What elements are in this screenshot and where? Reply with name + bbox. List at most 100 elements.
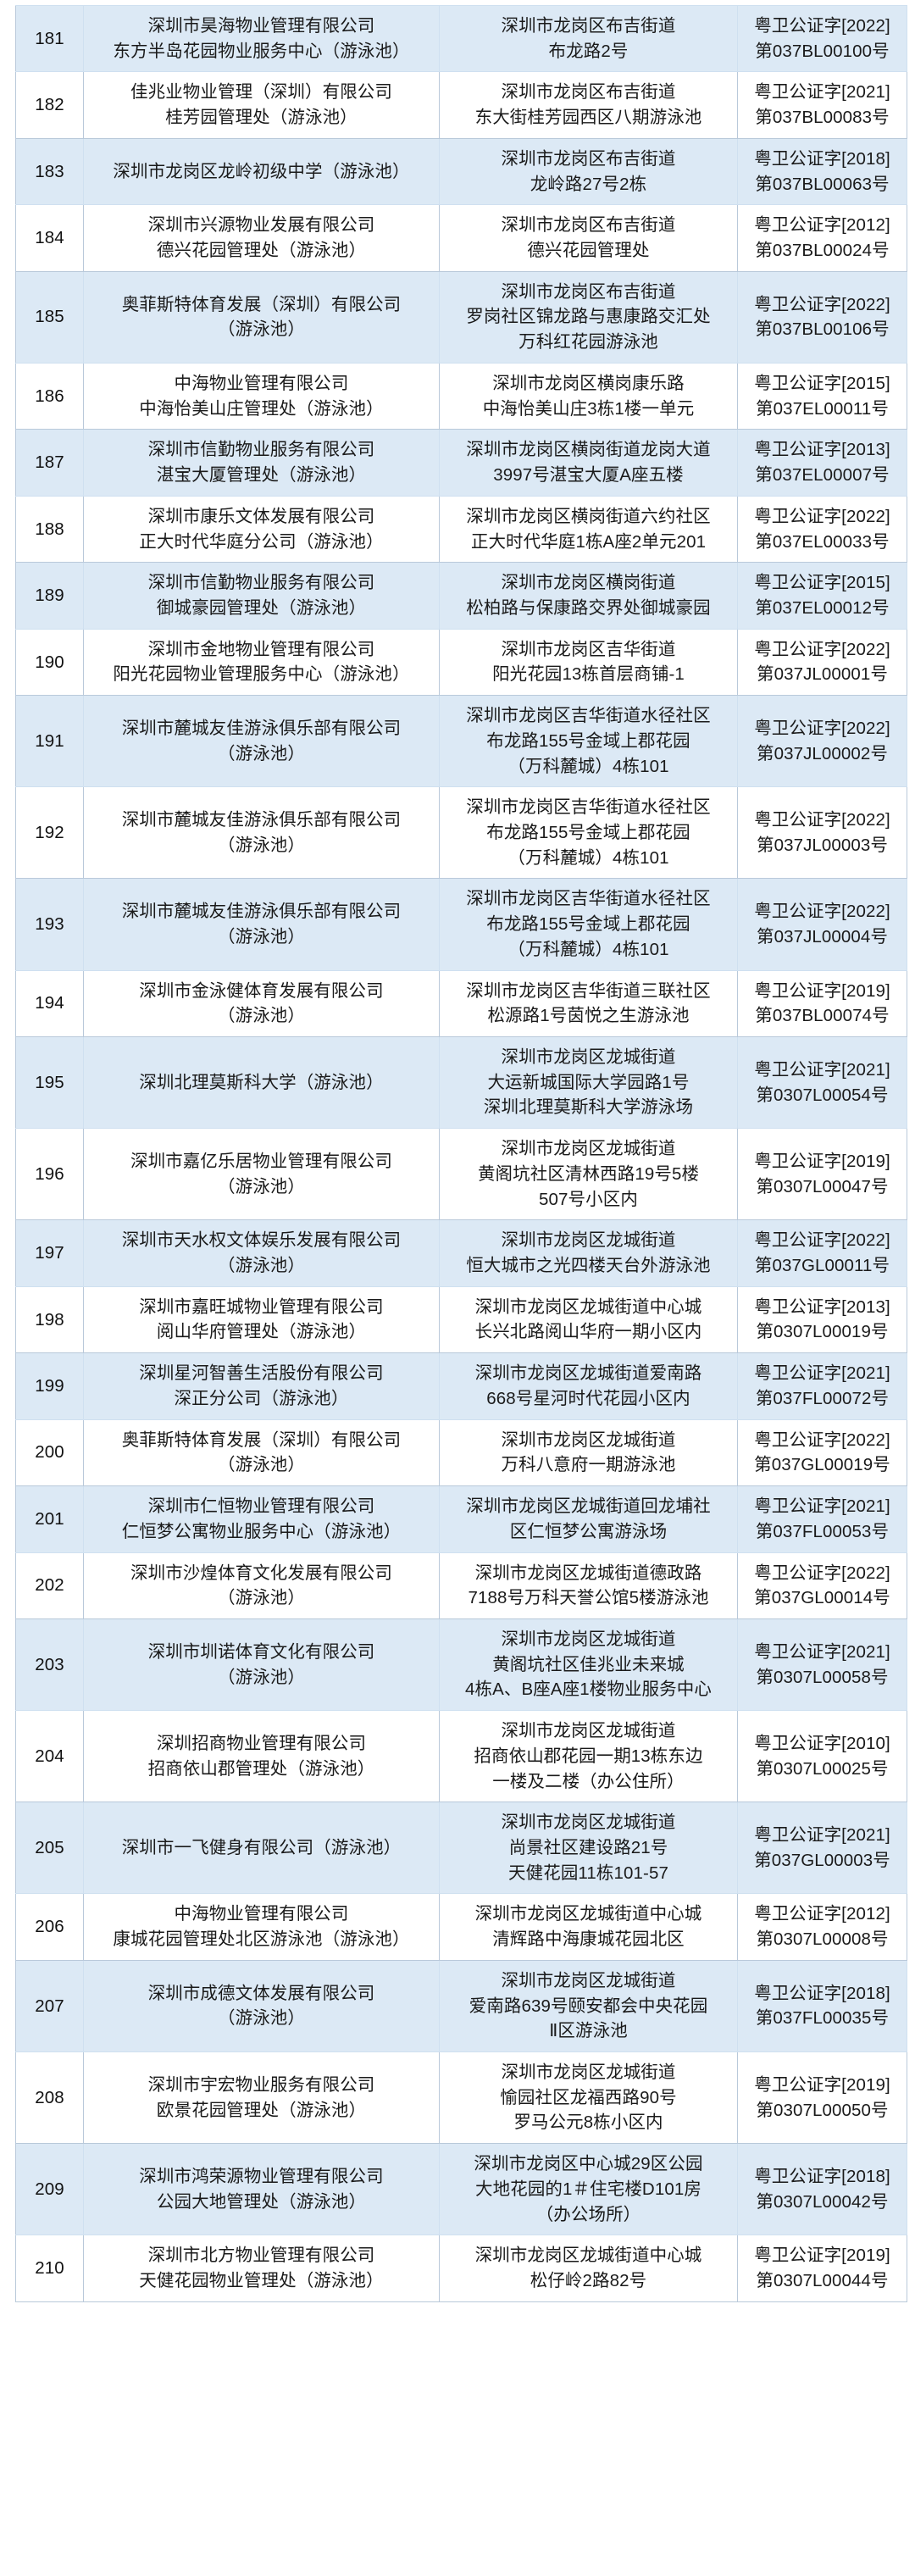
certificate-number-cell-line: 粤卫公证字[2022] bbox=[754, 506, 890, 526]
unit-name-cell: 深圳北理莫斯科大学（游泳池） bbox=[83, 1035, 440, 1130]
unit-name-cell: 深圳市成德文体发展有限公司 （游泳池） bbox=[83, 1959, 440, 2053]
address-cell-line: 深圳市龙岗区中心城29区公园 bbox=[474, 2154, 703, 2174]
unit-name-cell-line: 御城豪园管理处（游泳池） bbox=[156, 597, 367, 618]
certificate-number-cell: 粤卫公证字[2019] 第0307L00047号 bbox=[737, 1128, 907, 1221]
certificate-number-cell-line: 第037GL00003号 bbox=[754, 1850, 890, 1870]
table-row: 200 奥菲斯特体育发展（深圳）有限公司 （游泳池） 深圳市龙岗区龙城街道 万科八意府一… bbox=[15, 1418, 907, 1487]
unit-name-cell: 深圳市天水权文体娱乐发展有限公司 （游泳池） bbox=[83, 1219, 440, 1287]
address-cell-line: 深圳市龙岗区吉华街道水径社区 bbox=[466, 706, 711, 726]
table-row: 191 深圳市麓城友佳游泳俱乐部有限公司 （游泳池） 深圳市龙岗区吉华街道水径社区 布龙… bbox=[15, 695, 907, 788]
unit-name-cell-line: 正大时代华庭分公司（游泳池） bbox=[139, 531, 384, 552]
certificate-number-cell-line: 第037JL00004号 bbox=[756, 926, 889, 947]
unit-name-cell-line: 深圳市兴源物业发展有限公司 bbox=[147, 215, 375, 236]
unit-name-cell-line: 深圳市麓城友佳游泳俱乐部有限公司 bbox=[121, 718, 402, 738]
unit-name-cell: 深圳市北方物业管理有限公司 天健花园物业管理处（游泳池） bbox=[83, 2235, 440, 2302]
address-cell: 深圳市龙岗区龙城街道回龙埔社 区仁恒梦公寓游泳场 bbox=[439, 1485, 738, 1553]
address-cell: 深圳市龙岗区吉华街道水径社区 布龙路155号金域上郡花园 （万科麓城）4栋101 bbox=[439, 695, 738, 788]
address-cell-line: 深圳市龙岗区龙城街道 bbox=[501, 1813, 676, 1833]
unit-name-cell: 中海物业管理有限公司 康城花园管理处北区游泳池（游泳池） bbox=[83, 1893, 440, 1961]
certificate-number-cell-line: 第037BL00083号 bbox=[755, 108, 890, 128]
unit-name-cell: 深圳市嘉旺城物业管理有限公司 阅山华府管理处（游泳池） bbox=[83, 1285, 440, 1354]
address-cell-line: 深圳市龙岗区龙城街道爱南路 bbox=[474, 1363, 702, 1384]
certificate-number-cell-line: 第037GL00011号 bbox=[754, 1256, 890, 1276]
certificate-number-cell-line: 第037JL00003号 bbox=[756, 835, 889, 855]
unit-name-cell-line: （游泳池） bbox=[218, 1176, 305, 1196]
unit-name-cell-line: 天健花园物业管理处（游泳池） bbox=[139, 2271, 384, 2291]
certificate-number-cell: 粤卫公证字[2013] 第037EL00007号 bbox=[737, 429, 907, 497]
unit-name-cell: 深圳市嘉亿乐居物业管理有限公司 （游泳池） bbox=[83, 1128, 440, 1221]
unit-name-cell-line: 深圳市康乐文体发展有限公司 bbox=[147, 506, 375, 526]
address-cell: 深圳市龙岗区布吉街道 龙岭路27号2栋 bbox=[439, 137, 738, 206]
address-cell-line: 一楼及二楼（办公住所） bbox=[492, 1771, 685, 1791]
row-index-cell: 181 bbox=[15, 4, 84, 73]
table-row: 184 深圳市兴源物业发展有限公司 德兴花园管理处（游泳池） 深圳市龙岗区布吉街道 德兴… bbox=[15, 204, 907, 272]
unit-name-cell-line: 深圳市麓城友佳游泳俱乐部有限公司 bbox=[121, 810, 402, 830]
address-cell: 深圳市龙岗区布吉街道 东大街桂芳园西区八期游泳池 bbox=[439, 71, 738, 139]
unit-name-cell-line: 深圳市信勤物业服务有限公司 bbox=[147, 573, 375, 593]
unit-name-cell-line: 湛宝大厦管理处（游泳池） bbox=[156, 465, 367, 486]
unit-name-cell-line: 深圳市信勤物业服务有限公司 bbox=[147, 440, 375, 460]
table-row: 187 深圳市信勤物业服务有限公司 湛宝大厦管理处（游泳池） 深圳市龙岗区横岗街道龙岗… bbox=[15, 429, 907, 497]
address-cell-line: 中海怡美山庄3栋1楼一单元 bbox=[482, 398, 695, 419]
address-cell: 深圳市龙岗区吉华街道水径社区 布龙路155号金域上郡花园 （万科麓城）4栋101 bbox=[439, 878, 738, 971]
address-cell-line: 罗马公元8栋小区内 bbox=[513, 2112, 663, 2133]
certificate-number-cell-line: 粤卫公证字[2022] bbox=[754, 1230, 890, 1251]
unit-name-cell-line: 深圳市金泳健体育发展有限公司 bbox=[139, 980, 384, 1001]
table-row: 183 深圳市龙岗区龙岭初级中学（游泳池） 深圳市龙岗区布吉街道 龙岭路27号2栋 粤卫… bbox=[15, 137, 907, 206]
address-cell-line: 深圳市龙岗区龙城街道中心城 bbox=[474, 1296, 702, 1317]
address-cell-line: 深圳市龙岗区横岗康乐路 bbox=[492, 373, 685, 393]
certificate-number-cell: 粤卫公证字[2015] 第037EL00011号 bbox=[737, 362, 907, 430]
certificate-number-cell-line: 粤卫公证字[2022] bbox=[754, 1563, 890, 1583]
certificate-number-cell-line: 第0307L00042号 bbox=[756, 2191, 889, 2212]
address-cell-line: （万科麓城）4栋101 bbox=[507, 939, 669, 959]
address-cell-line: 深圳市龙岗区龙城街道中心城 bbox=[474, 1904, 702, 1924]
table-row: 186 中海物业管理有限公司 中海怡美山庄管理处（游泳池） 深圳市龙岗区横岗康乐路 中海… bbox=[15, 362, 907, 430]
certificate-number-cell-line: 第037JL00001号 bbox=[756, 664, 889, 685]
table-row: 188 深圳市康乐文体发展有限公司 正大时代华庭分公司（游泳池） 深圳市龙岗区横岗街道… bbox=[15, 495, 907, 564]
listing-table-container: 181 深圳市昊海物业管理有限公司 东方半岛花园物业服务中心（游泳池） 深圳市龙岗区布… bbox=[15, 4, 907, 2302]
address-cell: 深圳市龙岗区龙城街道 愉园社区龙福西路90号 罗马公元8栋小区内 bbox=[439, 2051, 738, 2145]
unit-name-cell-line: 奥菲斯特体育发展（深圳）有限公司 bbox=[121, 1430, 402, 1450]
address-cell-line: 罗岗社区锦龙路与惠康路交汇处 bbox=[466, 307, 711, 327]
table-row: 210 深圳市北方物业管理有限公司 天健花园物业管理处（游泳池） 深圳市龙岗区龙城街道… bbox=[15, 2235, 907, 2302]
certificate-number-cell-line: 粤卫公证字[2022] bbox=[754, 902, 890, 922]
certificate-number-cell: 粤卫公证字[2012] 第0307L00008号 bbox=[737, 1893, 907, 1961]
certificate-number-cell: 粤卫公证字[2021] 第037FL00053号 bbox=[737, 1485, 907, 1553]
address-cell-line: 大运新城国际大学园路1号 bbox=[487, 1072, 690, 1092]
table-row: 190 深圳市金地物业管理有限公司 阳光花园物业管理服务中心（游泳池） 深圳市龙岗区吉… bbox=[15, 628, 907, 697]
certificate-number-cell-line: 粤卫公证字[2022] bbox=[754, 639, 890, 659]
address-cell-line: 深圳市龙岗区龙城街道 bbox=[501, 1970, 676, 1990]
address-cell-line: 天健花园11栋101-57 bbox=[508, 1863, 668, 1883]
unit-name-cell-line: （游泳池） bbox=[218, 1006, 305, 1026]
table-row: 201 深圳市仁恒物业管理有限公司 仁恒梦公寓物业服务中心（游泳池） 深圳市龙岗区龙城… bbox=[15, 1485, 907, 1553]
certificate-number-cell-line: 第0307L00008号 bbox=[756, 1929, 889, 1950]
address-cell-line: 布龙路155号金域上郡花园 bbox=[486, 730, 690, 751]
address-cell-line: 东大街桂芳园西区八期游泳池 bbox=[474, 108, 702, 128]
certificate-number-cell: 粤卫公证字[2012] 第037BL00024号 bbox=[737, 204, 907, 272]
address-cell-line: 507号小区内 bbox=[539, 1189, 638, 1209]
address-cell: 深圳市龙岗区横岗街道 松柏路与保康路交界处御城豪园 bbox=[439, 562, 738, 630]
certificate-number-cell: 粤卫公证字[2022] 第037BL00106号 bbox=[737, 270, 907, 364]
unit-name-cell-line: 中海物业管理有限公司 bbox=[174, 1904, 349, 1924]
address-cell-line: 668号星河时代花园小区内 bbox=[486, 1388, 690, 1408]
unit-name-cell: 奥菲斯特体育发展（深圳）有限公司 （游泳池） bbox=[83, 1418, 440, 1487]
unit-name-cell: 深圳市麓城友佳游泳俱乐部有限公司 （游泳池） bbox=[83, 695, 440, 788]
certificate-number-cell-line: 第0307L00058号 bbox=[756, 1667, 889, 1687]
address-cell-line: 3997号湛宝大厦A座五楼 bbox=[493, 465, 684, 486]
table-row: 207 深圳市成德文体发展有限公司 （游泳池） 深圳市龙岗区龙城街道 爱南路639号颐安… bbox=[15, 1959, 907, 2053]
table-row: 189 深圳市信勤物业服务有限公司 御城豪园管理处（游泳池） 深圳市龙岗区横岗街道 松柏… bbox=[15, 562, 907, 630]
unit-name-cell-line: （游泳池） bbox=[218, 319, 305, 340]
table-row: 181 深圳市昊海物业管理有限公司 东方半岛花园物业服务中心（游泳池） 深圳市龙岗区布… bbox=[15, 4, 907, 73]
certificate-number-cell: 粤卫公证字[2021] 第037BL00083号 bbox=[737, 71, 907, 139]
unit-name-cell: 深圳市仁恒物业管理有限公司 仁恒梦公寓物业服务中心（游泳池） bbox=[83, 1485, 440, 1553]
unit-name-cell-line: 深圳市仁恒物业管理有限公司 bbox=[147, 1496, 375, 1517]
certificate-number-cell-line: 粤卫公证字[2021] bbox=[754, 1496, 890, 1517]
row-index-cell: 205 bbox=[15, 1802, 84, 1895]
address-cell-line: 布龙路155号金域上郡花园 bbox=[486, 914, 690, 935]
unit-name-cell-line: 深圳市昊海物业管理有限公司 bbox=[147, 16, 375, 36]
row-index-cell: 207 bbox=[15, 1959, 84, 2053]
certificate-number-cell-line: 第037FL00035号 bbox=[755, 2008, 890, 2029]
address-cell-line: 深圳市龙岗区龙城街道中心城 bbox=[474, 2246, 702, 2266]
swimming-pool-license-table: 181 深圳市昊海物业管理有限公司 东方半岛花园物业服务中心（游泳池） 深圳市龙岗区布… bbox=[15, 4, 907, 2302]
unit-name-cell-line: 深圳市嘉旺城物业管理有限公司 bbox=[139, 1296, 384, 1317]
